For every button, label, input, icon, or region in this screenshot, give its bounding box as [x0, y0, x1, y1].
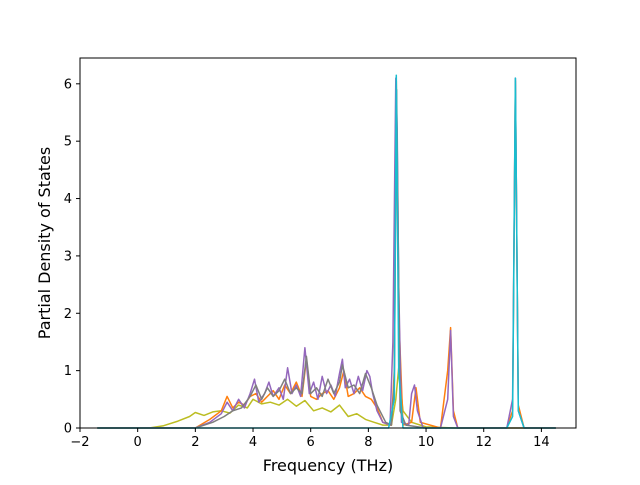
x-tick-label: 10	[418, 435, 435, 450]
x-tick-label: 0	[134, 435, 142, 450]
y-tick-label: 2	[64, 307, 72, 322]
x-tick-label: 2	[191, 435, 199, 450]
y-axis-ticks: 0 1 2 3 4 5 6	[64, 77, 80, 437]
y-tick-label: 6	[64, 77, 72, 92]
y-axis-label: Partial Density of States	[35, 147, 54, 339]
plot-frame	[79, 57, 577, 429]
x-tick-label: 8	[364, 435, 372, 450]
x-tick-label: −2	[70, 435, 89, 450]
y-tick-label: 0	[64, 422, 72, 437]
x-tick-label: 14	[533, 435, 550, 450]
y-tick-label: 4	[64, 192, 72, 207]
y-tick-label: 1	[64, 364, 72, 379]
x-axis-ticks: −2 0 2 4 6 8 10 12 14	[70, 428, 550, 450]
y-tick-label: 5	[64, 135, 72, 150]
series-line-4	[97, 88, 556, 429]
x-axis-label: Frequency (THz)	[263, 456, 393, 475]
x-tick-label: 12	[475, 435, 492, 450]
x-tick-label: 4	[249, 435, 257, 450]
series-line-1	[97, 367, 556, 429]
y-tick-label: 3	[64, 249, 72, 264]
x-tick-label: 6	[307, 435, 315, 450]
